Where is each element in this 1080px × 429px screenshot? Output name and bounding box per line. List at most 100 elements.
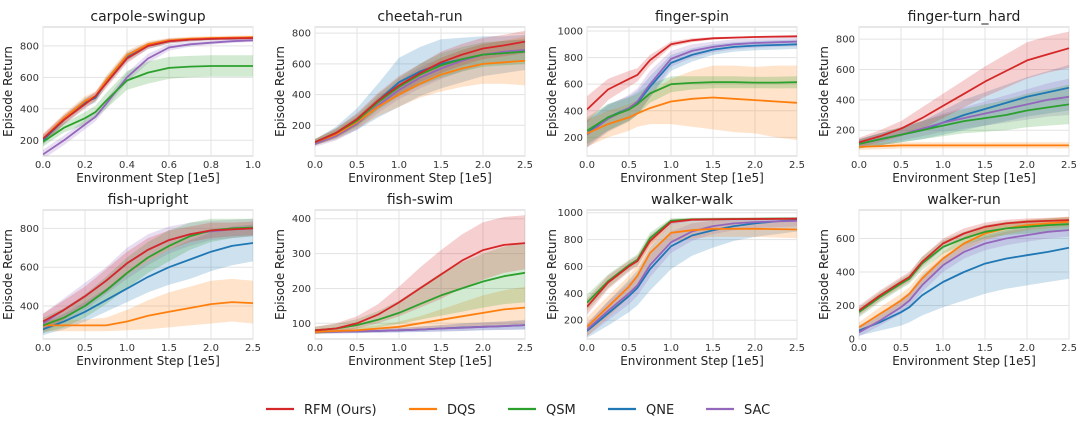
plot-area — [858, 26, 1070, 157]
y-tick-label: 400 — [836, 95, 855, 106]
x-tick-label: 2.5 — [1061, 160, 1077, 171]
y-tick-label: 600 — [564, 80, 583, 91]
x-tick-label: 0.0 — [579, 160, 595, 171]
band-sac — [859, 223, 1069, 337]
legend-label-rfm: RFM (Ours) — [304, 403, 377, 418]
band-sac — [43, 38, 253, 156]
x-tick-label: 0.5 — [349, 343, 365, 354]
line-rfm-ours — [587, 217, 797, 308]
y-tick-label: 1000 — [558, 208, 583, 219]
line-rfm-ours — [859, 47, 1069, 144]
legend-item-dqs: DQS — [409, 403, 476, 418]
line-dqs — [859, 220, 1069, 329]
y-tick-label: 400 — [564, 289, 583, 300]
x-tick-label: 1.5 — [705, 343, 721, 354]
band-rfm-ours — [315, 215, 525, 334]
line-rfm-ours — [43, 37, 253, 140]
panel-walker-run: 0.0 0.5 1.0 1.5 2.0 2.5 0 200 400 600 walker-run En… — [817, 192, 1077, 368]
panel-fish-upright: 0.0 0.5 1.0 1.5 2.0 2.5 400 600 800 fish-upright E… — [1, 192, 261, 368]
x-tick-label: 0.0 — [579, 343, 595, 354]
series-group — [587, 217, 797, 338]
y-tick-label: 800 — [292, 29, 311, 40]
line-sac — [43, 39, 253, 156]
panel-title: carpole-swingup — [90, 9, 205, 25]
line-rfm-ours — [315, 40, 525, 144]
panel-walker-walk: 0.0 0.5 1.0 1.5 2.0 2.5 200 400 600 800 1000 walker… — [545, 192, 805, 368]
x-tick-label: 0.5 — [349, 160, 365, 171]
y-axis-label: Episode Return — [545, 46, 559, 137]
x-tick-label: 2.5 — [789, 160, 805, 171]
panel-finger-turn-hard: 0.0 0.5 1.0 1.5 2.0 2.5 200 400 600 800 finger-tur… — [817, 9, 1077, 185]
x-tick-label: 1.0 — [935, 343, 951, 354]
x-tick-label: 1.5 — [977, 343, 993, 354]
line-rfm-ours — [587, 35, 797, 111]
x-tick-label: 2.0 — [1019, 160, 1035, 171]
x-tick-label: 0.0 — [35, 160, 51, 171]
line-qne — [43, 242, 253, 331]
x-tick-label: 1.0 — [391, 343, 407, 354]
x-axis-label: Environment Step [1e5] — [892, 171, 1036, 185]
band-qne — [587, 39, 797, 147]
line-sac — [859, 229, 1069, 334]
y-tick-label: 600 — [836, 65, 855, 76]
band-qne — [315, 34, 525, 146]
y-tick-label: 0 — [849, 335, 855, 346]
x-tick-label: 0.8 — [203, 160, 219, 171]
legend-label-qsm: QSM — [546, 403, 576, 418]
line-qne — [587, 219, 797, 332]
legend-item-qsm: QSM — [508, 403, 576, 418]
y-tick-label: 800 — [564, 235, 583, 246]
panel-fish-swim: 0.0 0.5 1.0 1.5 2.0 2.5 100 200 300 400 fish-swim E… — [273, 192, 533, 368]
y-axis-label: Episode Return — [273, 229, 287, 320]
line-qsm — [859, 223, 1069, 313]
y-tick-label: 800 — [20, 224, 39, 235]
x-tick-label: 2.0 — [203, 343, 219, 354]
line-dqs — [587, 227, 797, 328]
band-dqs — [43, 278, 253, 332]
plot-area — [314, 209, 526, 340]
y-tick-label: 800 — [564, 53, 583, 64]
x-tick-label: 2.5 — [517, 343, 533, 354]
plot-area — [42, 26, 254, 157]
line-rfm-ours — [43, 227, 253, 323]
panel-title: cheetah-run — [377, 9, 462, 25]
legend-item-sac: SAC — [706, 403, 770, 418]
x-tick-label: 2.5 — [245, 343, 261, 354]
line-sac — [587, 219, 797, 331]
x-tick-label: 1.5 — [433, 160, 449, 171]
y-axis-label: Episode Return — [1, 46, 15, 137]
x-tick-label: 1.0 — [663, 343, 679, 354]
y-tick-label: 200 — [564, 316, 583, 327]
y-tick-label: 800 — [20, 41, 39, 52]
y-tick-label: 800 — [836, 35, 855, 46]
legend-label-sac: SAC — [744, 403, 770, 418]
band-rfm-ours — [315, 30, 525, 146]
x-tick-label: 1.0 — [391, 160, 407, 171]
x-tick-label: 0.5 — [893, 160, 909, 171]
plot-area — [586, 209, 798, 340]
panel-title: finger-turn_hard — [908, 9, 1021, 25]
series-group — [587, 35, 797, 148]
band-rfm-ours — [859, 216, 1069, 316]
band-dqs — [859, 216, 1069, 333]
x-axis-label: Environment Step [1e5] — [348, 354, 492, 368]
panel-title: fish-swim — [387, 192, 453, 208]
x-tick-label: 1.5 — [705, 160, 721, 171]
x-tick-label: 0.5 — [621, 160, 637, 171]
band-qne — [859, 221, 1069, 336]
y-axis-label: Episode Return — [273, 46, 287, 137]
x-tick-label: 0.0 — [851, 160, 867, 171]
series-group — [43, 218, 253, 336]
x-tick-label: 1.5 — [433, 343, 449, 354]
band-qne — [859, 64, 1069, 149]
x-tick-label: 2.0 — [475, 343, 491, 354]
band-qsm — [587, 76, 797, 144]
legend-label-qne: QNE — [646, 403, 674, 418]
panel-title: walker-run — [927, 192, 1001, 208]
y-tick-label: 400 — [564, 106, 583, 117]
line-qsm — [859, 103, 1069, 145]
x-tick-label: 1.0 — [663, 160, 679, 171]
line-dqs — [43, 301, 253, 327]
y-tick-label: 400 — [20, 302, 39, 313]
